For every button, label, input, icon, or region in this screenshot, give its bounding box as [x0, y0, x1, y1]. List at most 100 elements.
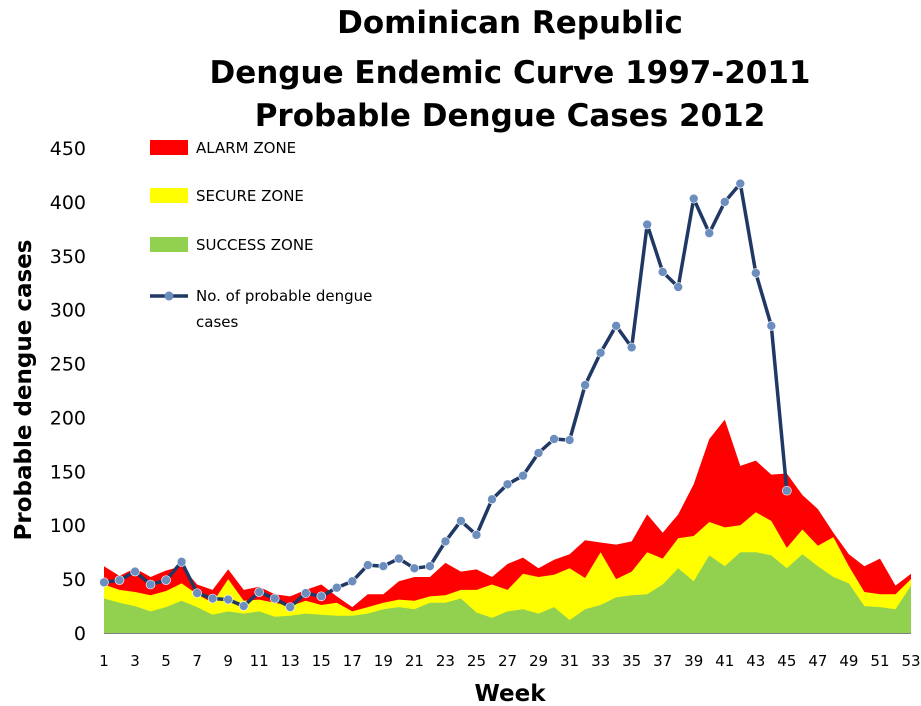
- chart-title-line: Dominican Republic: [337, 5, 683, 41]
- x-tick-label: 25: [467, 652, 486, 670]
- legend-swatch: [150, 188, 188, 203]
- cases-point: [719, 197, 730, 207]
- x-tick-label: 49: [839, 652, 858, 670]
- legend-label: cases: [196, 313, 238, 331]
- cases-point: [751, 268, 761, 278]
- y-tick-label: 400: [50, 192, 86, 214]
- x-tick-label: 3: [130, 652, 140, 670]
- y-tick-label: 250: [50, 354, 86, 376]
- cases-point: [564, 435, 575, 445]
- cases-point: [161, 575, 171, 585]
- x-tick-label: 41: [715, 652, 734, 670]
- x-tick-label: 51: [870, 652, 889, 670]
- y-tick-label: 150: [50, 461, 86, 483]
- zone-areas: [104, 419, 911, 633]
- cases-point: [347, 576, 358, 587]
- y-tick-label: 0: [74, 623, 86, 645]
- x-tick-label: 37: [653, 652, 672, 670]
- cases-point: [611, 321, 621, 331]
- y-tick-label: 200: [50, 407, 86, 429]
- cases-point: [363, 560, 373, 570]
- cases-point: [223, 594, 233, 605]
- y-tick-label: 350: [50, 246, 86, 268]
- legend-swatch: [150, 140, 188, 155]
- cases-point: [300, 588, 311, 598]
- cases-point: [782, 485, 792, 496]
- cases-point: [269, 593, 280, 604]
- zone-area-success-zone: [104, 552, 911, 633]
- chart-title: Dominican Republic Dengue Endemic Curve 1…: [209, 5, 810, 134]
- legend-label: No. of probable dengue: [196, 287, 372, 305]
- cases-point: [238, 601, 249, 611]
- cases-point: [688, 193, 699, 204]
- x-tick-label: 13: [281, 652, 300, 670]
- cases-point: [704, 228, 715, 238]
- y-tick-label: 300: [50, 300, 86, 322]
- cases-point: [207, 593, 218, 604]
- cases-point: [502, 479, 513, 490]
- x-tick-label: 27: [498, 652, 517, 670]
- cases-point: [378, 561, 389, 571]
- cases-point: [425, 561, 435, 571]
- x-tick-label: 31: [560, 652, 579, 670]
- x-axis-ticks: 1 3 5 7 9 11 13 15 17 19 21 23 25 27 29 31 33 35 37 39 41 43 4…: [99, 652, 920, 670]
- legend-label: SECURE ZONE: [196, 187, 304, 205]
- legend-label: ALARM ZONE: [196, 139, 296, 157]
- cases-series: [99, 178, 792, 612]
- cases-point: [735, 178, 746, 189]
- cases-point: [456, 516, 466, 526]
- x-tick-label: 45: [777, 652, 796, 670]
- y-axis-label: Probable dengue cases: [11, 240, 37, 541]
- x-tick-label: 47: [808, 652, 827, 670]
- cases-point: [657, 267, 668, 277]
- cases-point: [766, 321, 777, 331]
- cases-point: [533, 448, 544, 458]
- x-tick-label: 1: [99, 652, 109, 670]
- cases-point: [471, 530, 482, 540]
- cases-point: [580, 380, 590, 390]
- cases-point: [331, 582, 342, 593]
- legend-marker: [164, 291, 174, 301]
- y-tick-label: 450: [50, 138, 86, 160]
- x-tick-label: 39: [684, 652, 703, 670]
- x-axis-label: Week: [474, 681, 546, 706]
- x-tick-label: 21: [405, 652, 424, 670]
- y-tick-label: 100: [50, 515, 86, 537]
- cases-point: [394, 553, 404, 564]
- x-tick-label: 19: [374, 652, 393, 670]
- cases-point: [130, 566, 140, 577]
- cases-point: [316, 591, 327, 602]
- x-tick-label: 17: [343, 652, 362, 670]
- x-tick-label: 5: [161, 652, 171, 670]
- cases-point: [99, 577, 109, 588]
- legend: ALARM ZONE SECURE ZONE SUCCESS ZONE No. of …: [150, 139, 372, 331]
- cases-point: [518, 470, 528, 481]
- cases-point: [549, 434, 559, 444]
- x-tick-label: 43: [746, 652, 765, 670]
- x-tick-label: 23: [436, 652, 455, 670]
- cases-point: [254, 587, 264, 597]
- cases-point: [114, 575, 125, 585]
- x-tick-label: 7: [192, 652, 202, 670]
- cases-point: [409, 563, 420, 574]
- cases-point: [192, 588, 202, 598]
- x-tick-label: 11: [250, 652, 269, 670]
- legend-label: SUCCESS ZONE: [196, 236, 314, 254]
- cases-point: [285, 602, 296, 612]
- y-tick-label: 50: [62, 569, 86, 591]
- cases-point: [176, 557, 187, 567]
- legend-swatch: [150, 237, 188, 252]
- chart-title-line: Dengue Endemic Curve 1997-2011: [209, 55, 810, 91]
- cases-point: [642, 219, 652, 230]
- y-axis-ticks: 0 50 100 150 200 250 300 350 400 450: [50, 138, 86, 645]
- cases-point: [487, 494, 497, 505]
- x-tick-label: 15: [312, 652, 331, 670]
- chart-title-line: Probable Dengue Cases 2012: [255, 98, 766, 134]
- cases-point: [626, 342, 637, 353]
- cases-point: [673, 282, 684, 292]
- x-tick-label: 9: [223, 652, 233, 670]
- cases-point: [145, 579, 156, 590]
- x-tick-label: 35: [622, 652, 641, 670]
- cases-point: [595, 347, 606, 358]
